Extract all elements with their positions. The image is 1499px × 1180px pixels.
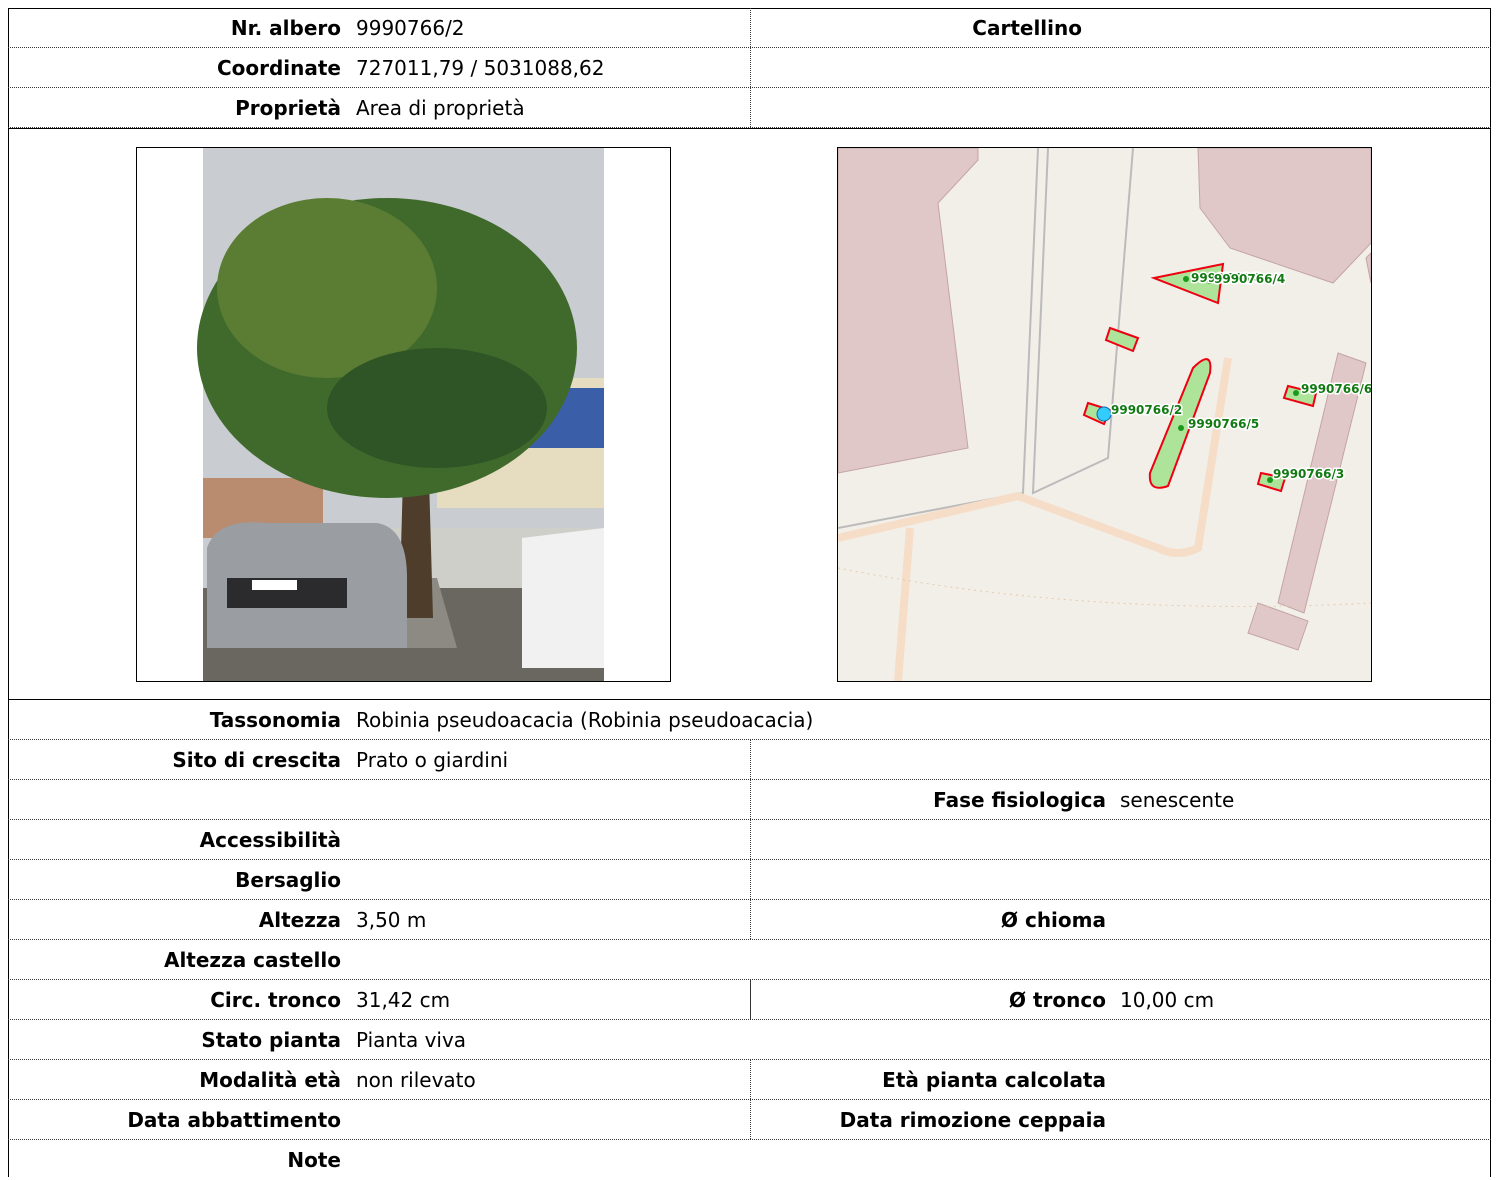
table-row: Coordinate 727011,79 / 5031088,62 [8, 48, 1491, 88]
field-value: Area di proprietà [356, 96, 525, 120]
table-row: Sito di crescita Prato o giardini [8, 740, 1491, 780]
field-label: Circ. tronco [210, 988, 341, 1012]
field-value: Prato o giardini [356, 748, 509, 772]
column-divider [750, 48, 751, 87]
table-row: Tassonomia Robinia pseudoacacia (Robinia … [8, 700, 1491, 740]
column-divider [750, 740, 751, 779]
field-label: Ø chioma [1001, 908, 1106, 932]
column-divider [750, 1060, 751, 1099]
field-value: 31,42 cm [356, 988, 451, 1012]
field-value: Pianta viva [356, 1028, 467, 1052]
field-value: Robinia pseudoacacia (Robinia pseudoacac… [356, 708, 814, 732]
column-divider [750, 8, 751, 47]
table-row: Stato pianta Pianta viva [8, 1020, 1491, 1060]
table-row: Accessibilità [8, 820, 1491, 860]
field-label: Fase fisiologica [933, 788, 1106, 812]
field-label: Tassonomia [209, 708, 341, 732]
field-label: Altezza castello [163, 948, 341, 972]
field-label: Altezza [258, 908, 341, 932]
tree-photo [136, 147, 671, 682]
field-label: Ø tronco [1009, 988, 1106, 1012]
column-divider [750, 88, 751, 127]
field-label: Data abbattimento [127, 1108, 341, 1132]
table-row: Proprietà Area di proprietà [8, 88, 1491, 128]
table-row: Data abbattimento Data rimozione ceppaia [8, 1100, 1491, 1140]
field-label: Modalità età [199, 1068, 341, 1092]
field-label: Accessibilità [199, 828, 341, 852]
table-row: Circ. tronco 31,42 cm Ø tronco 10,00 cm [8, 980, 1491, 1020]
field-label: Bersaglio [235, 868, 341, 892]
map-label: 9990766/8 [1191, 271, 1262, 285]
field-value: 10,00 cm [1120, 988, 1215, 1012]
field-value: senescente [1120, 788, 1235, 812]
field-label: Cartellino [972, 16, 1082, 40]
table-row: Bersaglio [8, 860, 1491, 900]
map-label: 9990766/2 [1111, 403, 1182, 417]
table-row: Fase fisiologica senescente [8, 780, 1491, 820]
column-divider [750, 860, 751, 899]
field-label: Note [287, 1148, 341, 1172]
field-label: Stato pianta [201, 1028, 341, 1052]
table-row: Altezza castello [8, 940, 1491, 980]
field-value: non rilevato [356, 1068, 476, 1092]
table-row: Modalità età non rilevato Età pianta calco… [8, 1060, 1491, 1100]
field-label: Proprietà [235, 96, 341, 120]
table-row: Altezza 3,50 m Ø chioma [8, 900, 1491, 940]
field-value: 727011,79 / 5031088,62 [356, 56, 605, 80]
field-label: Età pianta calcolata [882, 1068, 1106, 1092]
field-value: 9990766/2 [356, 16, 465, 40]
table-frame [8, 8, 1491, 1177]
column-divider [750, 900, 751, 939]
field-label: Data rimozione ceppaia [839, 1108, 1106, 1132]
photo [197, 148, 604, 681]
field-label: Sito di crescita [172, 748, 341, 772]
map-label: 9990766/6 [1301, 382, 1371, 396]
map-label: 9990766/4 [1214, 272, 1285, 286]
field-value: 3,50 m [356, 908, 427, 932]
column-divider [750, 1100, 751, 1139]
table-row: Nr. albero 9990766/2 Cartellino [8, 8, 1491, 48]
image-row: 9990766/8 9990766/4 9990766/6 9990766/2 9990… [8, 128, 1491, 700]
field-label: Nr. albero [230, 16, 341, 40]
column-divider [750, 980, 751, 1019]
table-row: Note [8, 1140, 1491, 1176]
map-label: 9990766/3 [1273, 467, 1344, 481]
map: 9990766/8 9990766/4 9990766/6 9990766/2 9990… [837, 147, 1372, 682]
column-divider [750, 820, 751, 859]
map-label: 9990766/5 [1188, 417, 1259, 431]
field-label: Coordinate [216, 56, 341, 80]
column-divider [750, 780, 751, 819]
